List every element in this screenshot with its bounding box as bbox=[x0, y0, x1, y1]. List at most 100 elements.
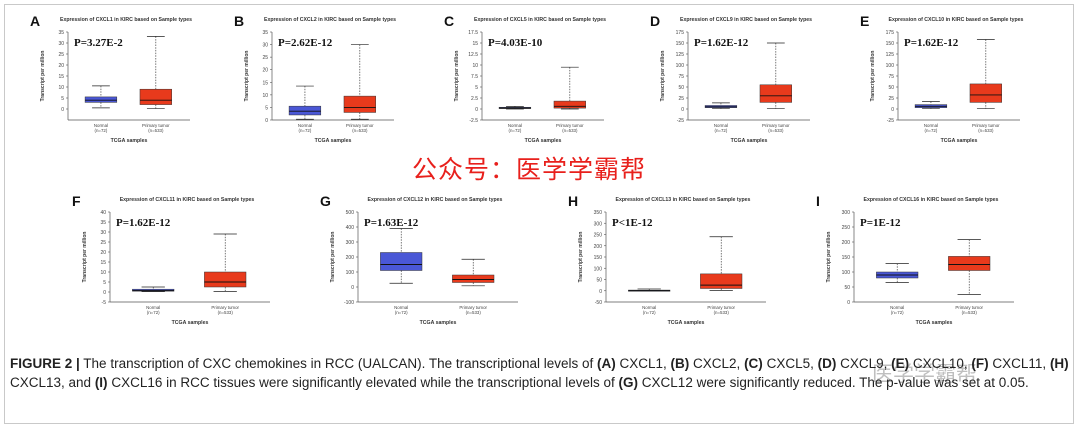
y-tick-label: 300 bbox=[594, 221, 603, 227]
x-category-count: (n=533) bbox=[714, 310, 730, 315]
y-tick-label: 200 bbox=[594, 244, 603, 250]
box-plot-d: D Expression of CXCL9 in KIRC based on Sa… bbox=[650, 13, 812, 144]
y-axis-label: Transcript per million bbox=[244, 51, 250, 102]
panel-letter: D bbox=[650, 13, 660, 29]
caption-text: The transcription of CXC chemokines in R… bbox=[79, 356, 597, 371]
caption-text: CXCL5, bbox=[762, 356, 818, 371]
caption-label: FIGURE 2 | bbox=[10, 356, 80, 371]
caption-text: CXCL16 in RCC tissues were significantly… bbox=[107, 374, 619, 390]
iqr-box bbox=[948, 256, 991, 271]
y-tick-label: 0 bbox=[103, 290, 106, 296]
y-tick-label: 10 bbox=[100, 270, 106, 276]
caption-text: CXCL12 were significantly reduced. The p… bbox=[638, 374, 1029, 390]
caption-ref-b: (B) bbox=[670, 356, 690, 371]
x-category-label: Normal bbox=[298, 123, 312, 128]
y-tick-label: 0 bbox=[891, 107, 894, 113]
box-plot-f: F Expression of CXCL11 in KIRC based on S… bbox=[72, 193, 270, 326]
caption-text: CXCL13, and bbox=[10, 374, 95, 390]
x-axis-label: TCGA samples bbox=[172, 320, 209, 326]
x-category-count: (n=72) bbox=[95, 128, 108, 133]
figure-caption: FIGURE 2 | The transcription of CXC chem… bbox=[10, 355, 1070, 392]
y-tick-label: 25 bbox=[888, 96, 894, 102]
p-value-label: P=1.62E-12 bbox=[116, 217, 171, 229]
x-category-count: (n=533) bbox=[962, 310, 978, 315]
y-tick-label: 0 bbox=[681, 107, 684, 113]
y-tick-label: 17.5 bbox=[468, 30, 478, 36]
y-tick-label: 0 bbox=[599, 289, 602, 295]
x-category-count: (n=72) bbox=[891, 310, 904, 315]
x-category-label: Normal bbox=[642, 305, 656, 310]
y-axis-label: Transcript per million bbox=[82, 232, 88, 283]
x-category-label: Normal bbox=[394, 305, 408, 310]
y-tick-label: 25 bbox=[262, 55, 268, 61]
y-tick-label: 35 bbox=[100, 220, 106, 226]
y-tick-label: 15 bbox=[58, 74, 64, 80]
caption-ref-d: (D) bbox=[817, 356, 837, 371]
caption-ref-e: (E) bbox=[891, 356, 910, 371]
y-tick-label: 400 bbox=[346, 225, 355, 231]
y-tick-label: 5 bbox=[61, 96, 64, 102]
y-tick-label: 35 bbox=[262, 30, 268, 36]
iqr-box bbox=[969, 83, 1002, 103]
x-category-label: Normal bbox=[714, 123, 728, 128]
x-category-label: Normal bbox=[924, 123, 938, 128]
panel-letter: A bbox=[30, 13, 40, 29]
x-axis-label: TCGA samples bbox=[668, 320, 705, 326]
x-category-count: (n=533) bbox=[562, 128, 578, 133]
y-axis-label: Transcript per million bbox=[870, 51, 876, 102]
p-value-label: P=1.62E-12 bbox=[694, 37, 749, 49]
x-category-label: Normal bbox=[890, 305, 904, 310]
y-tick-label: 0 bbox=[351, 285, 354, 291]
caption-ref-i: (I) bbox=[94, 374, 108, 390]
y-tick-label: 5 bbox=[103, 280, 106, 286]
iqr-box bbox=[288, 105, 322, 116]
caption-ref-f: (F) bbox=[971, 356, 989, 371]
caption-text: CXCL9, bbox=[836, 356, 892, 371]
y-tick-label: 0 bbox=[475, 107, 478, 113]
y-tick-label: 20 bbox=[100, 250, 106, 256]
y-tick-label: 200 bbox=[346, 255, 355, 261]
x-category-count: (n=72) bbox=[395, 310, 408, 315]
panel-letter: E bbox=[860, 13, 869, 29]
chart-title: Expression of CXCL1 in KIRC based on Sam… bbox=[60, 17, 192, 23]
y-tick-label: 150 bbox=[842, 255, 851, 261]
p-value-label: P=1.63E-12 bbox=[364, 217, 419, 229]
x-category-label: Normal bbox=[508, 123, 522, 128]
p-value-label: P=1E-12 bbox=[860, 217, 901, 229]
panel-letter: F bbox=[72, 193, 81, 209]
p-value-label: P=1.62E-12 bbox=[904, 37, 959, 49]
box-plot-e: E Expression of CXCL10 in KIRC based on S… bbox=[860, 13, 1024, 144]
y-tick-label: 40 bbox=[100, 210, 106, 216]
panel-letter: C bbox=[444, 13, 454, 29]
y-tick-label: 150 bbox=[594, 255, 603, 261]
x-axis-label: TCGA samples bbox=[420, 320, 457, 326]
x-category-count: (n=533) bbox=[978, 128, 994, 133]
x-category-count: (n=533) bbox=[218, 310, 234, 315]
y-tick-label: 30 bbox=[58, 41, 64, 47]
y-tick-label: 50 bbox=[678, 85, 684, 91]
caption-text: CXCL11, bbox=[988, 356, 1050, 371]
x-axis-label: TCGA samples bbox=[916, 320, 953, 326]
y-tick-label: 250 bbox=[842, 225, 851, 231]
y-tick-label: 50 bbox=[844, 285, 850, 291]
y-tick-label: 125 bbox=[676, 52, 685, 58]
y-tick-label: 0 bbox=[265, 118, 268, 124]
y-tick-label: 50 bbox=[596, 278, 602, 284]
x-category-label: Primary tumor bbox=[762, 123, 790, 128]
x-category-label: Primary tumor bbox=[211, 305, 239, 310]
x-category-count: (n=533) bbox=[352, 128, 368, 133]
caption-ref-c: (C) bbox=[744, 356, 763, 371]
caption-ref-g: (G) bbox=[618, 374, 639, 390]
y-tick-label: -2.5 bbox=[469, 118, 478, 124]
caption-text: CXCL2, bbox=[689, 356, 745, 371]
iqr-box bbox=[759, 84, 792, 103]
x-category-count: (n=72) bbox=[509, 128, 522, 133]
y-tick-label: 5 bbox=[475, 85, 478, 91]
chart-title: Expression of CXCL5 in KIRC based on Sam… bbox=[474, 17, 606, 23]
chart-title: Expression of CXCL2 in KIRC based on Sam… bbox=[264, 17, 396, 23]
y-tick-label: 20 bbox=[58, 63, 64, 69]
x-category-label: Normal bbox=[146, 305, 160, 310]
watermark-text: 公众号：医学学霸帮 bbox=[412, 155, 647, 184]
y-tick-label: 25 bbox=[678, 96, 684, 102]
y-tick-label: 30 bbox=[262, 43, 268, 49]
